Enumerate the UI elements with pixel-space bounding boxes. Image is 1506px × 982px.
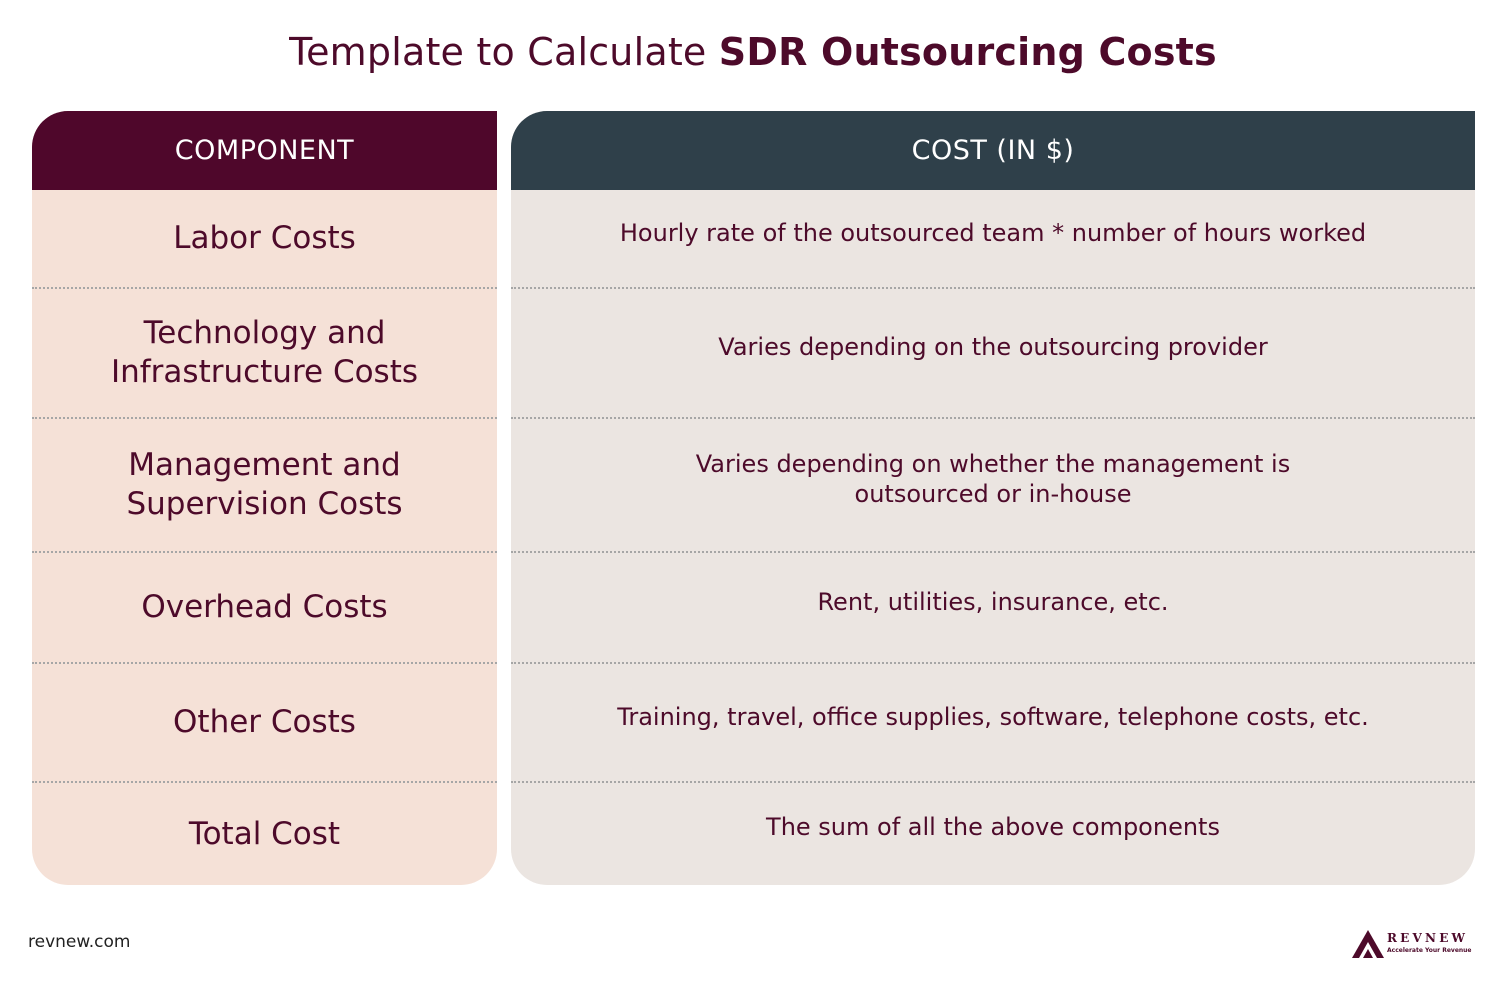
logo-wordmark: REVNEW <box>1387 931 1469 945</box>
cost-cell-labor: Hourly rate of the outsourced team * num… <box>511 190 1475 289</box>
title-strong: SDR Outsourcing Costs <box>718 30 1217 74</box>
cost-cell-management: Varies depending on whether the manageme… <box>511 419 1475 553</box>
cost-cell-overhead: Rent, utilities, insurance, etc. <box>511 553 1475 664</box>
mountain-logo-icon <box>1352 930 1384 958</box>
component-cell-technology: Technology and Infrastructure Costs <box>32 289 497 419</box>
component-cell-labor: Labor Costs <box>32 190 497 289</box>
component-column: COMPONENT Labor Costs Technology and Inf… <box>32 111 497 885</box>
title-regular: Template to Calculate <box>289 30 719 74</box>
cost-cell-other: Training, travel, office supplies, softw… <box>511 664 1475 783</box>
cost-header: COST (IN $) <box>511 111 1475 190</box>
component-cell-overhead: Overhead Costs <box>32 553 497 664</box>
revnew-logo: REVNEW Accelerate Your Revenue <box>1350 928 1475 960</box>
component-cell-total: Total Cost <box>188 815 341 852</box>
cost-cell-total: The sum of all the above components <box>766 813 1220 841</box>
logo-tagline: Accelerate Your Revenue <box>1387 947 1472 954</box>
cost-cell-technology: Varies depending on the outsourcing prov… <box>511 289 1475 419</box>
website-link[interactable]: revnew.com <box>28 932 131 952</box>
cost-column: COST (IN $) Hourly rate of the outsource… <box>511 111 1475 885</box>
page-title: Template to Calculate SDR Outsourcing Co… <box>0 30 1506 74</box>
component-header: COMPONENT <box>32 111 497 190</box>
component-cell-other: Other Costs <box>32 664 497 783</box>
component-cell-management: Management and Supervision Costs <box>32 419 497 553</box>
